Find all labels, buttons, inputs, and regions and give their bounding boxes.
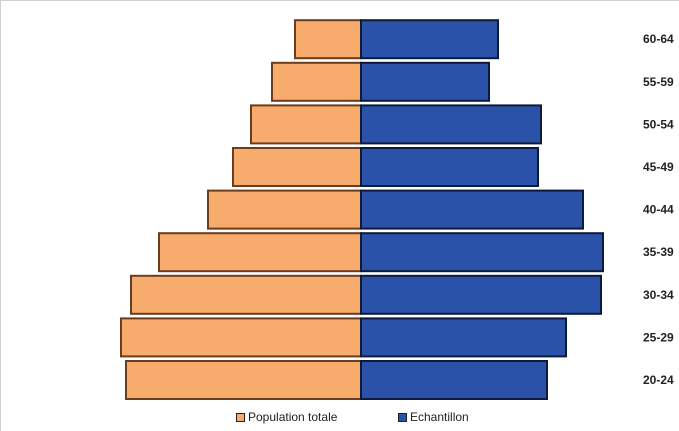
age-label-50-54: 50-54 bbox=[643, 117, 674, 131]
bar-population-totale-55-59 bbox=[271, 61, 362, 102]
bar-echantillon-40-44 bbox=[360, 189, 584, 230]
legend-swatch-population-totale bbox=[236, 412, 245, 422]
age-label-40-44: 40-44 bbox=[643, 203, 674, 217]
age-labels-group: 20-24 25-29 30-34 35-39 40-44 45-49 50-54 55-59… bbox=[643, 32, 674, 387]
bar-population-totale-60-64 bbox=[294, 19, 362, 60]
bar-echantillon-55-59 bbox=[360, 61, 490, 102]
age-label-60-64: 60-64 bbox=[643, 32, 674, 46]
bar-echantillon-35-39 bbox=[360, 232, 604, 273]
age-label-35-39: 35-39 bbox=[643, 245, 674, 259]
legend: Population totale Echantillon bbox=[0, 410, 679, 426]
bar-echantillon-20-24 bbox=[360, 360, 548, 400]
age-label-55-59: 55-59 bbox=[643, 75, 674, 89]
age-label-25-29: 25-29 bbox=[643, 330, 674, 344]
right-bars-group bbox=[360, 19, 604, 400]
bar-population-totale-30-34 bbox=[130, 274, 362, 315]
age-label-20-24: 20-24 bbox=[643, 373, 674, 387]
bar-population-totale-35-39 bbox=[158, 232, 362, 273]
bar-population-totale-50-54 bbox=[250, 104, 362, 145]
legend-item-echantillon: Echantillon bbox=[398, 410, 469, 424]
age-label-45-49: 45-49 bbox=[643, 160, 674, 174]
age-label-30-34: 30-34 bbox=[643, 288, 674, 302]
legend-label-population-totale: Population totale bbox=[248, 410, 338, 424]
bar-population-totale-40-44 bbox=[207, 189, 362, 230]
bar-echantillon-30-34 bbox=[360, 274, 602, 315]
bar-echantillon-50-54 bbox=[360, 104, 542, 145]
bar-population-totale-20-24 bbox=[125, 360, 362, 400]
legend-label-echantillon: Echantillon bbox=[410, 410, 469, 424]
bar-echantillon-25-29 bbox=[360, 317, 567, 358]
left-bars-group bbox=[120, 19, 362, 400]
bar-population-totale-45-49 bbox=[232, 147, 362, 187]
legend-item-population-totale: Population totale bbox=[236, 410, 337, 424]
bar-echantillon-60-64 bbox=[360, 19, 499, 60]
bar-echantillon-45-49 bbox=[360, 147, 539, 187]
bar-population-totale-25-29 bbox=[120, 317, 362, 358]
legend-swatch-echantillon bbox=[398, 412, 407, 422]
